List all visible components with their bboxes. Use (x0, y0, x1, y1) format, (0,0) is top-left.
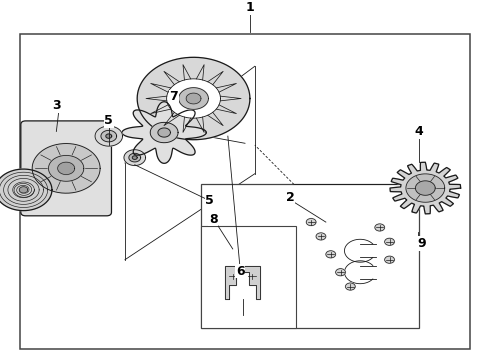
Polygon shape (122, 102, 206, 163)
Text: 7: 7 (170, 90, 178, 103)
FancyBboxPatch shape (21, 121, 112, 216)
Text: 5: 5 (104, 114, 113, 127)
Bar (201, 184, 419, 328)
Text: 2: 2 (286, 190, 294, 203)
Circle shape (326, 251, 336, 258)
Circle shape (316, 233, 326, 240)
Bar (20, 34, 470, 349)
Polygon shape (186, 93, 201, 104)
Text: 8: 8 (209, 213, 218, 226)
Circle shape (336, 269, 345, 276)
Circle shape (306, 219, 316, 226)
Text: 3: 3 (52, 99, 61, 112)
Polygon shape (129, 153, 141, 162)
Polygon shape (158, 128, 171, 137)
Polygon shape (58, 162, 74, 175)
Polygon shape (106, 134, 112, 138)
Polygon shape (416, 181, 435, 195)
Circle shape (345, 283, 355, 290)
Polygon shape (137, 57, 250, 140)
Polygon shape (32, 144, 100, 193)
Text: 4: 4 (415, 125, 423, 138)
Polygon shape (95, 126, 122, 146)
Polygon shape (225, 266, 260, 299)
Text: 1: 1 (245, 1, 254, 14)
Polygon shape (132, 156, 137, 159)
Polygon shape (167, 79, 220, 118)
Polygon shape (49, 156, 84, 181)
Circle shape (385, 256, 394, 263)
Text: 9: 9 (417, 237, 426, 250)
Polygon shape (150, 122, 178, 143)
Polygon shape (124, 150, 146, 166)
Polygon shape (101, 130, 117, 142)
Polygon shape (406, 174, 445, 202)
Circle shape (385, 238, 394, 246)
Polygon shape (19, 187, 28, 193)
Polygon shape (390, 162, 461, 214)
Polygon shape (0, 169, 52, 211)
Text: 6: 6 (236, 265, 245, 278)
Circle shape (375, 224, 385, 231)
Bar (201, 226, 296, 328)
Polygon shape (179, 88, 208, 109)
Text: 5: 5 (205, 194, 214, 207)
